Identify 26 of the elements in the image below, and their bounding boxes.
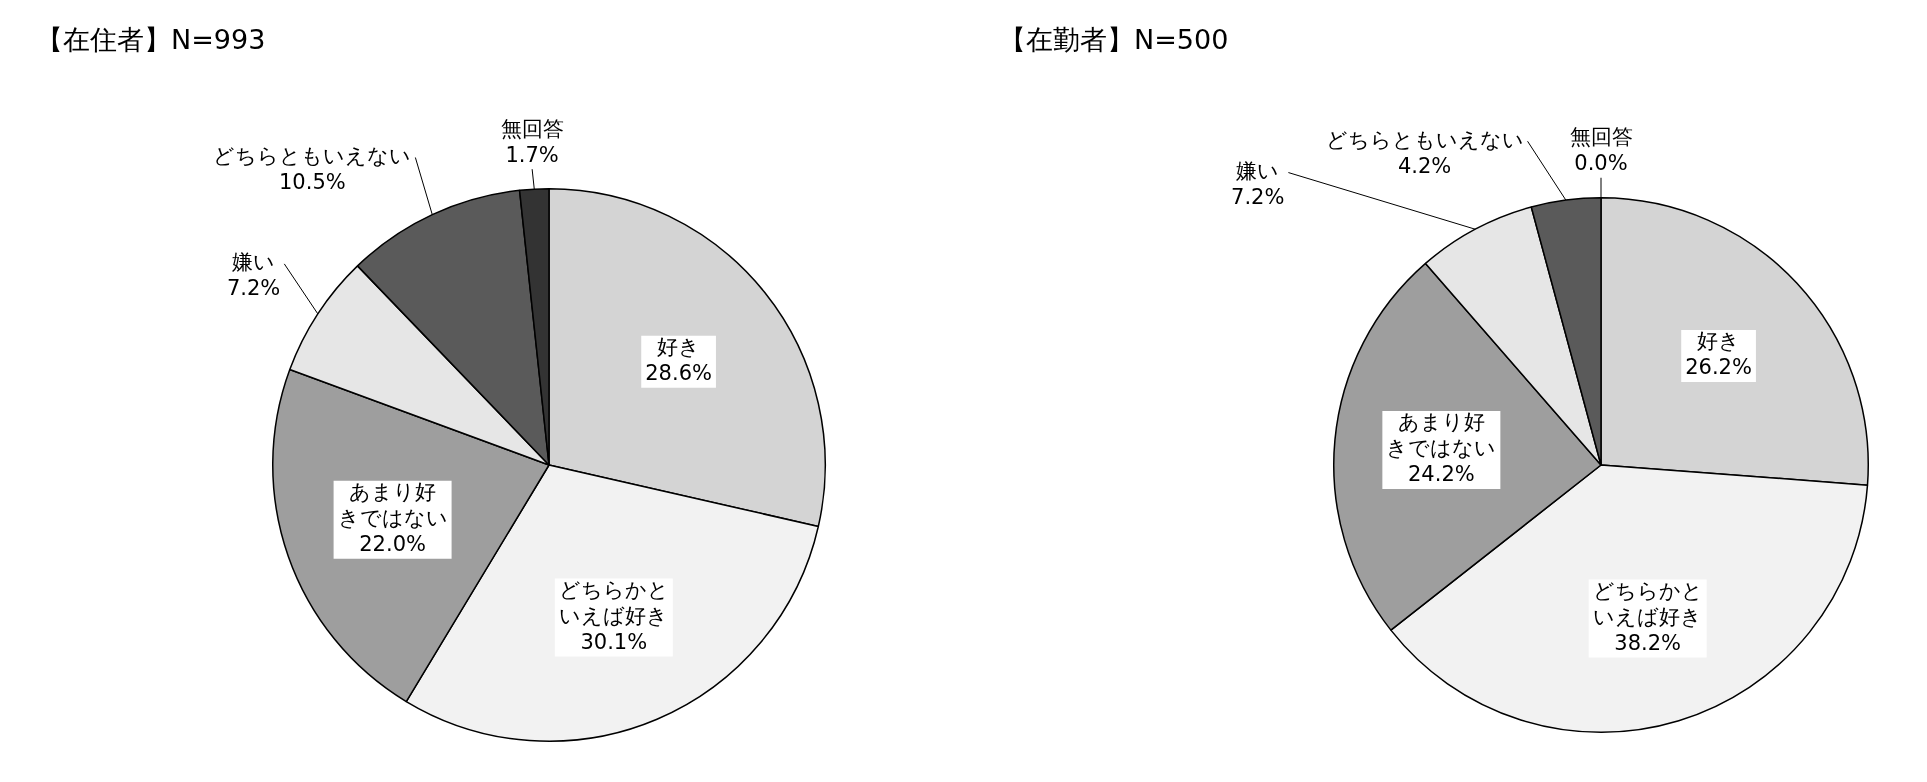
data-label: 1.7%: [505, 142, 559, 167]
data-label: 26.2%: [1685, 355, 1752, 380]
slice-label: どちらともいえない: [213, 143, 412, 168]
slice-label: 嫌い: [232, 250, 276, 275]
data-label: 7.2%: [226, 276, 281, 301]
chart-title: 【在勤者】N=500: [999, 23, 1229, 57]
chart-title: 【在住者】N=993: [36, 23, 266, 57]
category-label: 無回答: [1569, 125, 1633, 150]
data-label: 10.5%: [279, 169, 346, 194]
slice-label: どちらかといえば好き: [1592, 578, 1703, 629]
slice-label: 好き: [657, 335, 701, 360]
data-label: 38.2%: [1614, 630, 1682, 655]
data-label: 4.2%: [1397, 153, 1452, 178]
data-label: 30.1%: [580, 630, 648, 655]
text: 0.0%: [1574, 151, 1628, 176]
slice-label: あまり好きではない: [337, 480, 448, 531]
slice-label: あまり好きではない: [1386, 410, 1497, 461]
slice-label: 無回答: [500, 116, 564, 141]
data-label: 28.6%: [645, 361, 712, 386]
slice-label: どちらともいえない: [1325, 127, 1524, 152]
slice-label: どちらかといえば好き: [558, 578, 669, 629]
data-label: 24.2%: [1408, 462, 1475, 487]
data-label: 7.2%: [1231, 185, 1285, 210]
data-label: 22.0%: [359, 532, 426, 557]
slice-label: 嫌い: [1236, 159, 1280, 184]
slice-label: 好き: [1697, 329, 1741, 354]
